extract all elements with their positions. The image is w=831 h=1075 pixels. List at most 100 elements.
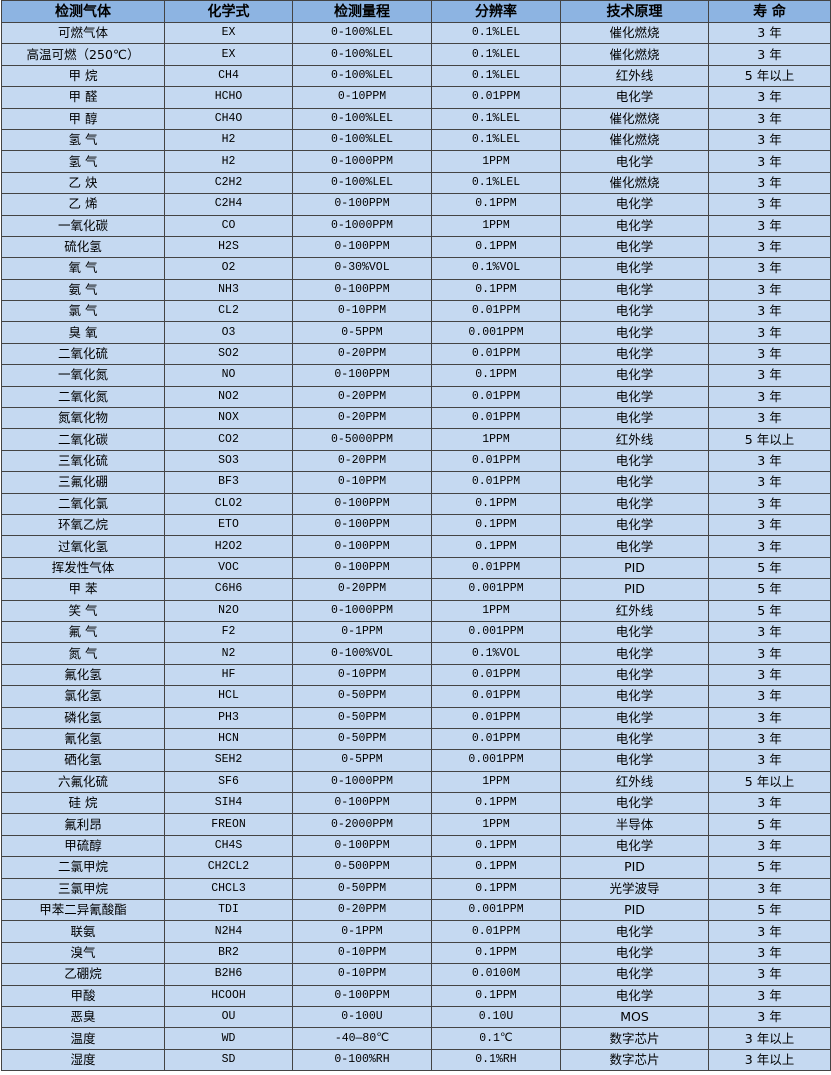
cell-range: 0-1PPM [292, 620, 432, 644]
cell-resolution: 1PPM [431, 813, 561, 836]
cell-resolution: 0.001PPM [431, 899, 561, 922]
cell-resolution: 1PPM [431, 150, 561, 173]
cell-resolution: 0.001PPM [431, 749, 561, 772]
cell-lifespan: 3 年 [708, 86, 831, 109]
cell-principle: 电化学 [560, 963, 709, 986]
cell-range: 0-50PPM [292, 706, 432, 729]
cell-gas: 氨 气 [1, 278, 165, 302]
cell-range: 0-2000PPM [292, 813, 432, 836]
table-header-row: 检测气体 化学式 检测量程 分辨率 技术原理 寿 命 [1, 0, 831, 23]
cell-formula: CO [164, 214, 293, 237]
cell-gas: 氰化氢 [1, 727, 165, 751]
cell-formula: NOX [164, 407, 293, 430]
cell-formula: HCOOH [164, 984, 293, 1007]
cell-range: 0-1000PPM [292, 599, 432, 622]
table-row: 氯化氢 HCL 0-50PPM 0.01PPM 电化学 3 年 [1, 685, 831, 708]
table-row: 乙硼烷 B2H6 0-10PPM 0.0100M 电化学 3 年 [1, 963, 831, 986]
cell-principle: 数字芯片 [560, 1048, 709, 1072]
cell-gas: 甲硫醇 [1, 834, 165, 858]
cell-gas: 笑 气 [1, 599, 165, 622]
table-row: 甲硫醇 CH4S 0-100PPM 0.1PPM 电化学 3 年 [1, 834, 831, 858]
cell-range: 0-100%LEL [292, 21, 432, 45]
cell-resolution: 0.1%LEL [431, 64, 561, 88]
table-row: 氨 气 NH3 0-100PPM 0.1PPM 电化学 3 年 [1, 278, 831, 302]
cell-range: 0-100PPM [292, 492, 432, 515]
cell-gas: 三氯甲烷 [1, 877, 165, 901]
table-row: 氮氧化物 NOX 0-20PPM 0.01PPM 电化学 3 年 [1, 407, 831, 430]
cell-principle: 电化学 [560, 984, 709, 1007]
cell-lifespan: 3 年 [708, 620, 831, 644]
cell-principle: 电化学 [560, 150, 709, 173]
cell-formula: NO [164, 364, 293, 387]
table-row: 甲 醇 CH4O 0-100%LEL 0.1%LEL 催化燃烧 3 年 [1, 107, 831, 130]
cell-resolution: 0.1%LEL [431, 128, 561, 152]
cell-range: 0-100PPM [292, 792, 432, 815]
cell-principle: 电化学 [560, 86, 709, 109]
cell-range: 0-1000PPM [292, 770, 432, 794]
cell-range: 0-500PPM [292, 856, 432, 879]
cell-principle: PID [560, 856, 709, 879]
cell-gas: 溴气 [1, 941, 165, 965]
cell-formula: SD [164, 1048, 293, 1072]
table-row: 恶臭 OU 0-100U 0.10U MOS 3 年 [1, 1005, 831, 1029]
cell-range: 0-5PPM [292, 321, 432, 344]
cell-lifespan: 3 年 [708, 214, 831, 237]
cell-formula: CO2 [164, 428, 293, 451]
cell-lifespan: 3 年以上 [708, 1027, 831, 1050]
cell-formula: FREON [164, 813, 293, 836]
table-row: 硅 烷 SIH4 0-100PPM 0.1PPM 电化学 3 年 [1, 792, 831, 815]
cell-lifespan: 5 年以上 [708, 428, 831, 451]
cell-gas: 二氯甲烷 [1, 856, 165, 879]
cell-range: 0-100PPM [292, 556, 432, 580]
cell-gas: 甲 醇 [1, 107, 165, 130]
table-row: 氟 气 F2 0-1PPM 0.001PPM 电化学 3 年 [1, 620, 831, 644]
cell-range: 0-20PPM [292, 342, 432, 366]
cell-resolution: 1PPM [431, 770, 561, 794]
cell-lifespan: 3 年 [708, 727, 831, 751]
cell-range: 0-100PPM [292, 834, 432, 858]
cell-formula: ETO [164, 513, 293, 537]
cell-formula: VOC [164, 556, 293, 580]
cell-resolution: 0.1PPM [431, 535, 561, 558]
cell-lifespan: 5 年 [708, 599, 831, 622]
cell-principle: 电化学 [560, 535, 709, 558]
table-row: 氢 气 H2 0-100%LEL 0.1%LEL 催化燃烧 3 年 [1, 128, 831, 152]
header-gas: 检测气体 [1, 0, 165, 23]
cell-gas: 二氧化硫 [1, 342, 165, 366]
table-row: 氰化氢 HCN 0-50PPM 0.01PPM 电化学 3 年 [1, 727, 831, 751]
cell-formula: BF3 [164, 471, 293, 494]
cell-principle: 电化学 [560, 214, 709, 237]
header-formula: 化学式 [164, 0, 293, 23]
cell-resolution: 0.1℃ [431, 1027, 561, 1050]
cell-lifespan: 3 年 [708, 877, 831, 901]
cell-principle: 电化学 [560, 492, 709, 515]
cell-range: 0-100PPM [292, 235, 432, 259]
cell-range: 0-5000PPM [292, 428, 432, 451]
cell-formula: H2 [164, 150, 293, 173]
cell-resolution: 1PPM [431, 214, 561, 237]
cell-gas: 甲 醛 [1, 86, 165, 109]
cell-formula: PH3 [164, 706, 293, 729]
table-row: 甲 醛 HCHO 0-10PPM 0.01PPM 电化学 3 年 [1, 86, 831, 109]
cell-range: 0-50PPM [292, 727, 432, 751]
cell-lifespan: 3 年 [708, 257, 831, 280]
cell-principle: 催化燃烧 [560, 107, 709, 130]
cell-range: 0-100PPM [292, 193, 432, 216]
cell-formula: CH4S [164, 834, 293, 858]
table-row: 联氨 N2H4 0-1PPM 0.01PPM 电化学 3 年 [1, 920, 831, 943]
cell-gas: 环氧乙烷 [1, 513, 165, 537]
cell-gas: 氢 气 [1, 128, 165, 152]
cell-lifespan: 3 年 [708, 792, 831, 815]
table-row: 氧 气 O2 0-30%VOL 0.1%VOL 电化学 3 年 [1, 257, 831, 280]
cell-formula: EX [164, 21, 293, 45]
cell-lifespan: 3 年 [708, 193, 831, 216]
cell-gas: 甲苯二异氰酸酯 [1, 899, 165, 922]
cell-formula: C6H6 [164, 578, 293, 601]
cell-formula: CH2CL2 [164, 856, 293, 879]
cell-gas: 硫化氢 [1, 235, 165, 259]
cell-resolution: 0.01PPM [431, 663, 561, 687]
cell-principle: 电化学 [560, 685, 709, 708]
cell-principle: 数字芯片 [560, 1027, 709, 1050]
cell-gas: 联氨 [1, 920, 165, 943]
table-row: 硒化氢 SEH2 0-5PPM 0.001PPM 电化学 3 年 [1, 749, 831, 772]
